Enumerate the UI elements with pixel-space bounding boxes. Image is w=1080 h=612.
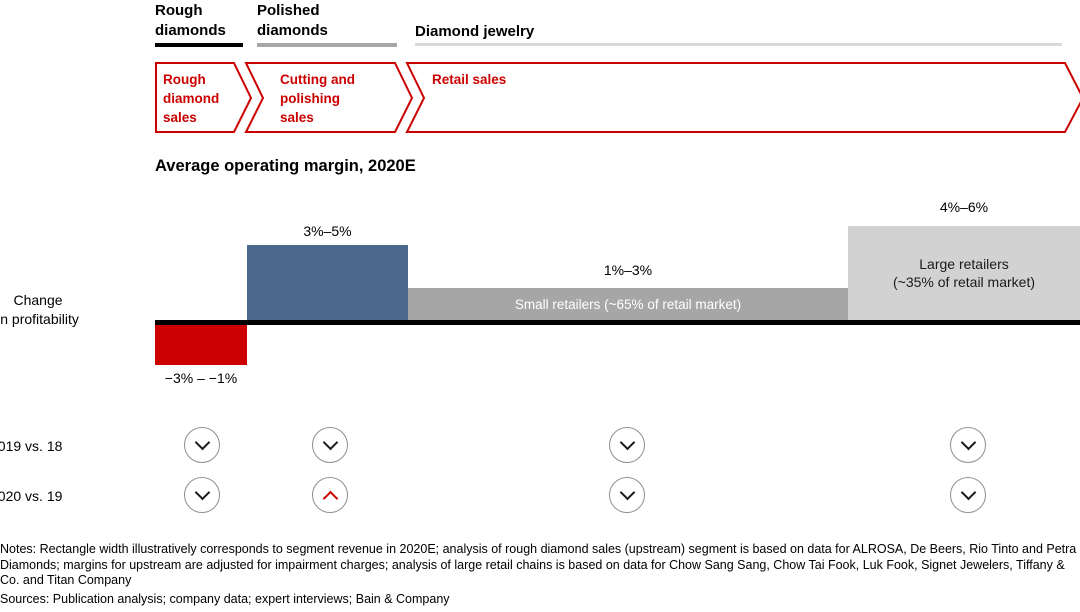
- process-chevron-rough-sales: [155, 62, 253, 133]
- process-step-retail-sales: Retail sales: [432, 72, 507, 87]
- bar-value-cutting-polishing: 3%–5%: [303, 223, 352, 239]
- footnotes: Notes: Rectangle width illustratively co…: [0, 542, 1077, 587]
- segment-label-polished-diamonds: Polished diamonds: [257, 2, 328, 39]
- chevron-down-icon: [960, 484, 976, 501]
- process-chevron-cutting-polishing: [244, 62, 414, 133]
- zero-baseline: [155, 320, 1080, 325]
- chevron-down-icon: [194, 434, 210, 451]
- chevron-down-icon: [619, 434, 635, 451]
- bar-rough-diamond-sales: [155, 325, 247, 365]
- indicator-2019-rough-diamond-sales: [184, 427, 220, 463]
- indicator-row-label-2020-vs-19: 2020 vs. 19: [0, 488, 63, 504]
- bar-cutting-polishing: [247, 245, 408, 320]
- segment-label-diamond-jewelry: Diamond jewelry: [415, 23, 535, 40]
- indicator-2019-large-retailers: [950, 427, 986, 463]
- bar-inside-label-large-retailers-line-2: (~35% of retail market): [893, 274, 1035, 290]
- indicator-2020-rough-diamond-sales: [184, 477, 220, 513]
- indicator-2019-cutting-polishing: [312, 427, 348, 463]
- process-step-rough-diamond-sales: Rough diamond sales: [163, 72, 220, 125]
- process-step-cutting-polishing-sales: Cutting and polishing sales: [280, 72, 355, 125]
- axis-label-change-in-profitability: Change in profitability: [0, 291, 86, 329]
- indicator-2020-small-retailers: [609, 477, 645, 513]
- axis-label-line-2: in profitability: [0, 311, 79, 327]
- indicator-2019-small-retailers: [609, 427, 645, 463]
- chevron-down-icon: [960, 434, 976, 451]
- bar-value-large-retailers: 4%–6%: [939, 199, 989, 215]
- bar-value-small-retailers: 1%–3%: [603, 262, 653, 278]
- bar-value-rough-diamond-sales: −3% – −1%: [164, 370, 238, 386]
- sources: Sources: Publication analysis; company d…: [0, 592, 450, 606]
- chevron-down-icon: [194, 484, 210, 501]
- bar-inside-label-small-retailers: Small retailers (~65% of retail market): [514, 296, 742, 312]
- bar-inside-label-large-retailers-line-1: Large retailers: [919, 256, 1009, 272]
- indicator-row-label-2019-vs-18: 2019 vs. 18: [0, 438, 63, 454]
- chevron-down-icon: [322, 434, 338, 451]
- chart-title: Average operating margin, 2020E: [155, 157, 416, 175]
- segment-underline-diamond-jewelry: [415, 43, 1062, 46]
- process-chevron-retail-sales: [405, 62, 1080, 133]
- bar-small-retailers: Small retailers (~65% of retail market): [408, 288, 848, 320]
- process-flow-chevrons: [155, 62, 1080, 133]
- indicator-2020-large-retailers: [950, 477, 986, 513]
- segment-underline-polished-diamonds: [257, 43, 397, 47]
- axis-label-line-1: Change: [13, 292, 63, 308]
- chevron-up-icon: [322, 490, 338, 507]
- chevron-down-icon: [619, 484, 635, 501]
- segment-label-rough-diamonds: Rough diamonds: [155, 2, 226, 39]
- segment-underline-rough-diamonds: [155, 43, 243, 47]
- indicator-2020-cutting-polishing: [312, 477, 348, 513]
- bar-large-retailers: Large retailers (~35% of retail market): [848, 226, 1080, 320]
